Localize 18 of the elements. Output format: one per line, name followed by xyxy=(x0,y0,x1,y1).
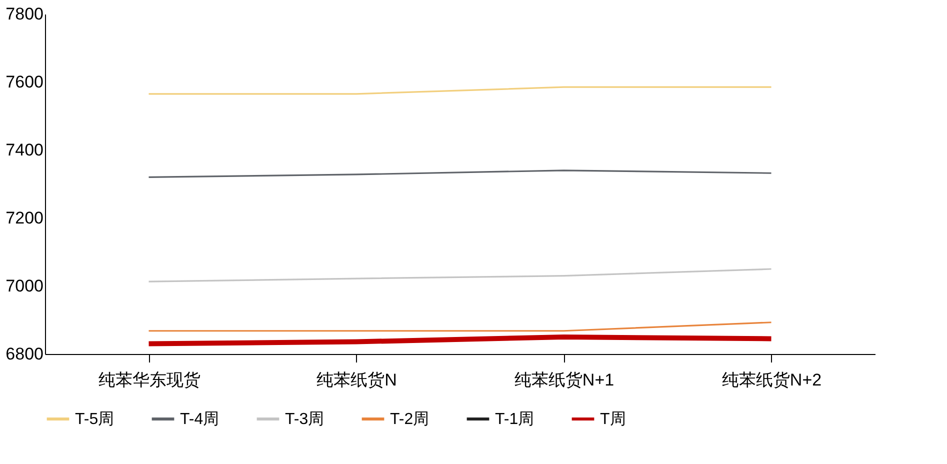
legend-label: T-5周 xyxy=(75,411,114,428)
y-tick-label: 7200 xyxy=(6,208,44,228)
legend-label: T-3周 xyxy=(285,411,324,428)
x-tick-label: 纯苯纸货N+2 xyxy=(722,370,822,390)
legend-label: T周 xyxy=(600,411,626,428)
x-tick-label: 纯苯华东现货 xyxy=(98,370,200,390)
legend-label: T-2周 xyxy=(390,411,430,428)
y-tick-label: 7000 xyxy=(6,276,44,296)
legend-label: T-1周 xyxy=(495,411,534,428)
x-tick-label: 纯苯纸货N+1 xyxy=(514,370,614,390)
x-tick-label: 纯苯纸货N xyxy=(316,370,397,390)
legend-label: T-4周 xyxy=(180,411,220,428)
line-series xyxy=(148,268,772,282)
y-tick-label: 6800 xyxy=(6,344,44,364)
y-tick-label: 7600 xyxy=(6,72,44,92)
y-tick-label: 7800 xyxy=(6,4,44,24)
line-series xyxy=(148,170,772,178)
y-tick-label: 7400 xyxy=(6,140,44,160)
